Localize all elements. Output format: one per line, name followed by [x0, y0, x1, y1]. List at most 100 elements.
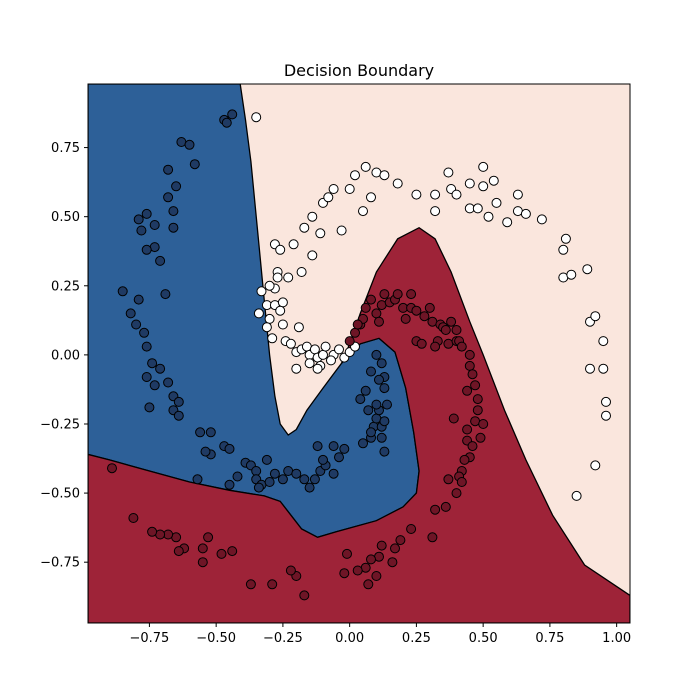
data-point	[326, 355, 336, 366]
data-point	[296, 267, 307, 277]
data-point	[277, 474, 288, 485]
data-point	[320, 341, 331, 352]
data-point	[598, 336, 609, 347]
data-point	[293, 322, 304, 333]
data-point	[560, 233, 571, 244]
data-point	[571, 490, 582, 501]
data-point	[601, 396, 611, 407]
data-point	[149, 380, 160, 391]
data-point	[334, 452, 344, 463]
data-point	[430, 341, 441, 352]
data-point	[307, 211, 318, 222]
x-axis: −0.75 −0.50 −0.25 0.00 0.25 0.50 0.75 1.00	[129, 623, 631, 646]
data-point	[205, 427, 216, 438]
data-point	[472, 203, 483, 214]
data-point	[464, 178, 475, 189]
data-point	[163, 192, 174, 203]
data-point	[483, 211, 494, 222]
data-point	[411, 189, 422, 200]
data-point	[141, 372, 152, 382]
data-point	[366, 427, 376, 438]
data-point	[464, 360, 475, 371]
data-point	[131, 319, 142, 330]
data-point	[443, 167, 454, 178]
data-point	[512, 189, 523, 200]
data-point	[307, 250, 318, 261]
data-point	[141, 244, 152, 255]
data-point	[470, 380, 481, 391]
data-point	[379, 170, 390, 181]
data-point	[440, 325, 451, 335]
data-point	[344, 184, 355, 194]
chart-title: Decision Boundary	[284, 61, 434, 80]
data-point	[339, 443, 350, 454]
data-point	[267, 333, 278, 344]
data-point	[189, 159, 200, 170]
data-point	[400, 313, 411, 324]
data-point	[163, 164, 174, 175]
data-point	[291, 363, 302, 374]
data-point	[203, 532, 214, 543]
data-point	[478, 181, 489, 192]
data-point	[128, 513, 139, 523]
data-point	[475, 432, 486, 443]
data-point	[107, 463, 117, 474]
data-point	[360, 385, 371, 396]
data-point	[125, 308, 136, 319]
data-point	[467, 369, 478, 380]
data-point	[275, 244, 286, 255]
data-point	[558, 244, 569, 255]
data-point	[395, 535, 406, 546]
data-point	[520, 208, 531, 219]
data-point	[379, 446, 390, 457]
data-point	[462, 385, 473, 396]
data-point	[232, 471, 243, 482]
data-point	[502, 217, 513, 228]
data-point	[197, 543, 208, 554]
data-point	[117, 286, 128, 297]
x-tick-label: −0.75	[129, 631, 169, 646]
data-point	[160, 289, 171, 300]
data-point	[323, 192, 334, 203]
data-point	[277, 319, 288, 330]
data-point	[251, 112, 262, 123]
x-tick-label: −0.50	[196, 631, 236, 646]
data-point	[456, 341, 467, 352]
data-point	[147, 358, 158, 369]
data-point	[285, 338, 296, 349]
data-point	[173, 546, 184, 557]
data-point	[275, 305, 286, 316]
data-point	[371, 308, 382, 319]
data-point	[371, 571, 382, 581]
data-point	[224, 443, 235, 454]
data-point	[309, 474, 320, 485]
data-point	[360, 302, 371, 313]
data-point	[462, 424, 473, 435]
data-point	[451, 488, 462, 499]
data-point	[406, 524, 417, 534]
data-point	[366, 366, 376, 377]
data-point	[430, 189, 441, 200]
data-point	[376, 432, 387, 443]
data-point	[155, 363, 166, 374]
data-point	[419, 311, 430, 322]
data-point	[566, 269, 577, 280]
y-tick-label: 0.75	[51, 141, 80, 156]
data-point	[328, 184, 339, 194]
data-point	[430, 504, 441, 515]
data-point	[171, 181, 182, 192]
data-point	[590, 460, 601, 471]
data-point	[264, 477, 275, 487]
data-point	[334, 344, 344, 355]
data-point	[488, 175, 499, 186]
x-tick-label: 0.25	[402, 631, 431, 646]
data-point	[312, 441, 323, 452]
data-point	[392, 178, 403, 189]
data-point	[168, 222, 179, 233]
data-point	[379, 289, 390, 300]
y-tick-label: −0.50	[40, 487, 80, 502]
data-point	[582, 264, 593, 275]
data-point	[339, 568, 350, 579]
data-point	[536, 214, 547, 225]
